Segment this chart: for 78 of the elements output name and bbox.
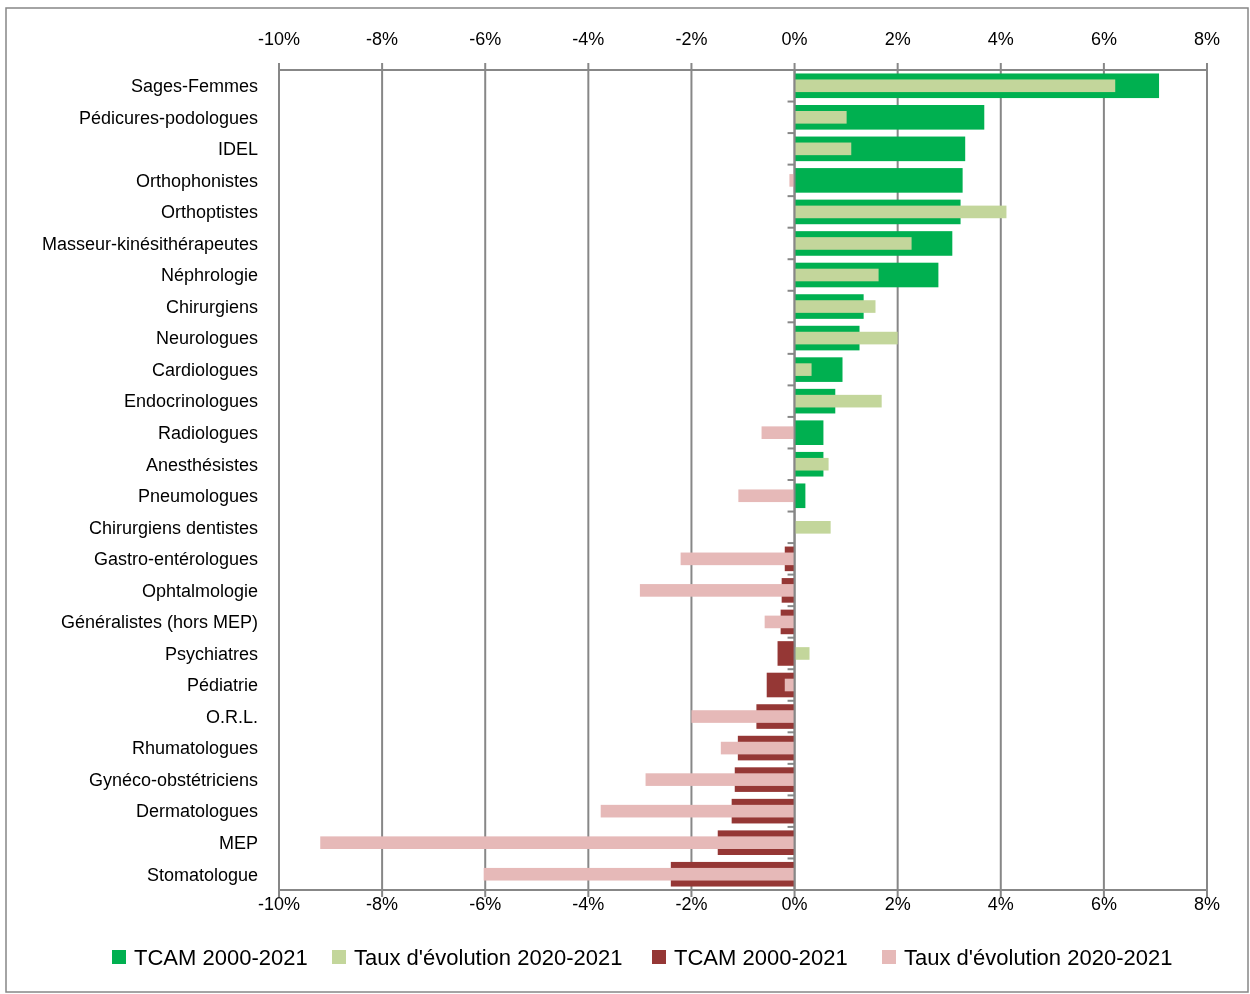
bar: [794, 268, 879, 282]
bar: [794, 111, 847, 124]
x2-tick-label: -10%: [257, 29, 301, 49]
bar: [720, 741, 795, 755]
x2-tick-label: 2%: [884, 29, 911, 49]
bar: [691, 710, 795, 723]
bar: [639, 584, 795, 597]
bar: [320, 836, 795, 849]
y-tick-label: IDEL: [217, 139, 258, 160]
bar: [680, 552, 795, 566]
bar: [761, 426, 795, 439]
y-tick-label: Endocrinologues: [123, 391, 258, 412]
bar: [483, 867, 795, 881]
bar: [794, 363, 812, 376]
x-tick-label: -6%: [469, 894, 502, 914]
x-tick-label: 2%: [884, 894, 911, 914]
bar: [794, 521, 831, 534]
y-tick-label: Généralistes (hors MEP): [60, 612, 258, 633]
y-tick-label: O.R.L.: [205, 706, 258, 727]
y-tick-label: Masseur-kinésithérapeutes: [41, 233, 258, 254]
x-tick-label: -2%: [675, 894, 708, 914]
bar: [794, 420, 824, 445]
y-tick-label: Radiologues: [157, 422, 258, 443]
y-tick-label: Chirurgiens: [165, 296, 258, 317]
x-tick-label: -10%: [257, 894, 301, 914]
bar: [789, 174, 795, 187]
bar: [600, 804, 795, 818]
y-tick-label: Anesthésistes: [145, 454, 258, 475]
y-tick-label: Gynéco-obstétriciens: [88, 769, 258, 790]
x-tick-label: -8%: [366, 894, 399, 914]
y-tick-label: Gastro-entérologues: [93, 549, 258, 570]
bar: [738, 489, 795, 503]
y-tick-label: Stomatologue: [146, 864, 258, 885]
x2-tick-label: -8%: [366, 29, 399, 49]
x-tick-label: 0%: [781, 894, 808, 914]
x2-tick-label: 4%: [987, 29, 1014, 49]
y-tick-label: Sages-Femmes: [130, 76, 258, 97]
y-tick-label: Orthoptistes: [160, 202, 258, 223]
y-tick-label: Orthophonistes: [135, 170, 258, 191]
y-tick-label: Rhumatologues: [131, 738, 258, 759]
bar: [764, 615, 795, 629]
legend-label: Taux d'évolution 2020-2021: [354, 944, 623, 970]
x-tick-label: 6%: [1090, 894, 1117, 914]
x-tick-label: 8%: [1193, 894, 1221, 914]
y-tick-label: Ophtalmologie: [141, 580, 258, 601]
y-tick-label: Pédicures-podologues: [78, 107, 258, 128]
bar: [794, 647, 810, 660]
legend-label: TCAM 2000-2021: [134, 944, 308, 970]
x2-tick-label: -6%: [469, 29, 502, 49]
x2-tick-label: 0%: [781, 29, 808, 49]
bar: [794, 205, 1007, 219]
y-tick-label: Psychiatres: [164, 643, 258, 664]
legend-label: TCAM 2000-2021: [674, 944, 848, 970]
bar: [777, 641, 795, 666]
bar: [794, 394, 882, 408]
y-tick-label: Pédiatrie: [186, 675, 258, 696]
bar: [794, 457, 829, 471]
y-tick-label: Chirurgiens dentistes: [88, 517, 258, 538]
bar: [794, 79, 1116, 93]
bar: [794, 237, 912, 250]
y-tick-label: Dermatologues: [135, 801, 258, 822]
y-tick-label: Cardiologues: [151, 359, 258, 380]
bar: [645, 773, 795, 786]
y-tick-label: MEP: [218, 832, 258, 853]
x2-tick-label: -4%: [572, 29, 605, 49]
y-tick-label: Neurologues: [155, 328, 258, 349]
bar: [794, 300, 876, 313]
bar: [794, 142, 852, 156]
x2-tick-label: 8%: [1193, 29, 1221, 49]
y-tick-label: Pneumologues: [137, 486, 258, 507]
legend-label: Taux d'évolution 2020-2021: [904, 944, 1173, 970]
bar: [794, 331, 898, 345]
y-tick-label: Néphrologie: [160, 265, 258, 286]
bar: [794, 168, 963, 193]
x-tick-label: 4%: [987, 894, 1014, 914]
x-tick-label: -4%: [572, 894, 605, 914]
x2-tick-label: 6%: [1090, 29, 1117, 49]
x2-tick-label: -2%: [675, 29, 708, 49]
